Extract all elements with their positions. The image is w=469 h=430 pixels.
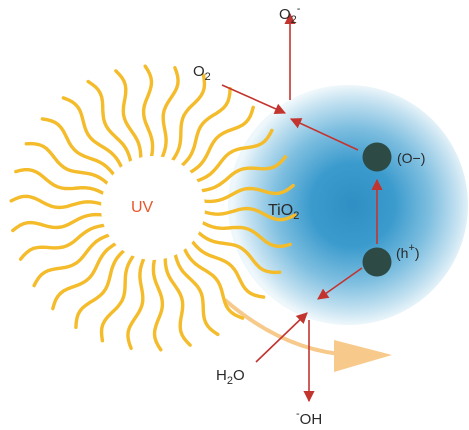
superoxide-label: O2- (279, 3, 301, 26)
electron-transfer-arrow (289, 118, 359, 151)
reaction-arrows (221, 12, 383, 403)
sun-ray (32, 231, 117, 288)
sun-ray (141, 64, 155, 164)
sun-ray (167, 73, 207, 167)
electron-site-label: (O−) (397, 150, 426, 166)
sun-ray (192, 227, 282, 275)
hydroxyl-label: -OH (296, 408, 323, 428)
sun-ray (61, 96, 126, 174)
sun-ray (158, 66, 180, 165)
sun-ray (180, 242, 245, 320)
light-path-arrowhead (334, 340, 392, 372)
sun-ray (176, 87, 232, 172)
electron-site-dot (362, 142, 392, 172)
sun-ray (163, 250, 192, 347)
sun-ray (151, 252, 165, 352)
sun-ray (114, 69, 143, 166)
sun-ray (24, 141, 114, 189)
sun-ray (195, 218, 292, 248)
oxygen-adsorption-arrow (221, 84, 287, 115)
hole-site-label: (h+) (396, 242, 420, 261)
sun-rays (9, 64, 297, 352)
sun-ray (51, 238, 123, 311)
sun-ray (126, 251, 148, 350)
sun-ray (197, 206, 297, 222)
uv-label: UV (131, 199, 154, 216)
sun-ray (172, 247, 220, 337)
hole-site-dot (362, 247, 392, 277)
sun-ray (189, 128, 274, 185)
tio2-particle (228, 85, 468, 325)
sun-ray (9, 194, 109, 210)
sun-ray (86, 79, 134, 169)
sun-ray (40, 117, 119, 181)
hole-transfer-arrow (317, 267, 363, 300)
water-adsorption-arrow (255, 312, 308, 363)
oxygen-label: O2 (193, 63, 211, 83)
sun-ray (183, 105, 255, 178)
sun-ray (11, 212, 110, 233)
sun-ray (14, 168, 111, 198)
water-label: H2O (216, 367, 245, 387)
sun-ray (196, 183, 295, 204)
sun-disc (101, 156, 205, 260)
sun-ray (99, 249, 139, 343)
sun-ray (187, 235, 266, 299)
sun-ray (74, 244, 130, 329)
sun-ray (18, 222, 112, 261)
tio2-label: TiO2 (268, 202, 300, 222)
sun-ray (194, 155, 288, 194)
